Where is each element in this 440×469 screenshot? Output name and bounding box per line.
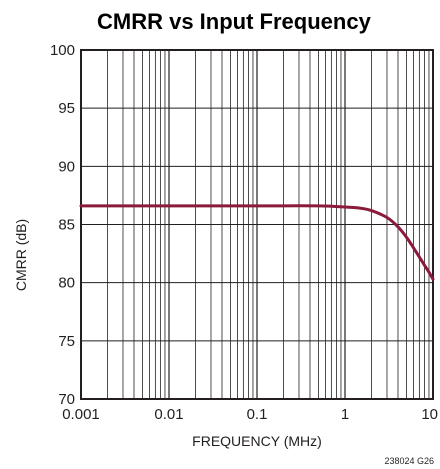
cmrr-series-line [79,204,435,281]
x-tick-label: 0.01 [154,406,183,423]
x-tick-labels: 0.001 0.01 0.1 1 10 [62,406,438,423]
x-tick-label: 10 [421,406,438,423]
y-tick-label: 70 [58,391,75,408]
x-tick-label: 0.001 [62,406,100,423]
chart-title: CMRR vs Input Frequency [97,9,372,34]
y-tick-label: 75 [58,333,75,350]
y-tick-label: 100 [50,42,75,59]
y-tick-labels: 70 75 80 85 90 95 100 [50,42,75,408]
figure-code: 238024 G26 [384,456,434,466]
x-tick-label: 1 [341,406,349,423]
y-tick-label: 90 [58,158,75,175]
y-tick-label: 80 [58,275,75,292]
x-tick-label: 0.1 [247,406,268,423]
chart-grid [81,50,433,399]
x-axis-label: FREQUENCY (MHz) [192,433,322,449]
y-tick-label: 95 [58,100,75,117]
plot-frame [80,49,434,400]
y-axis-label: CMRR (dB) [13,219,29,291]
y-tick-label: 85 [58,217,75,234]
